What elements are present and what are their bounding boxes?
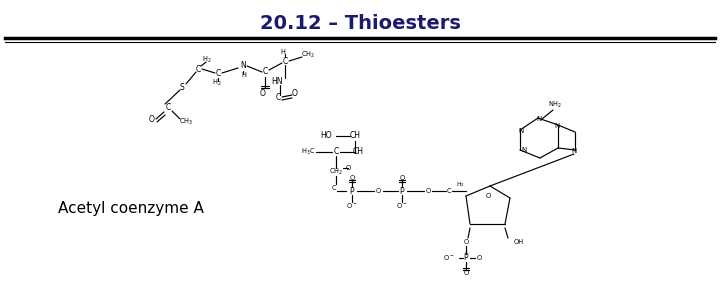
- Text: CH$_2$: CH$_2$: [329, 167, 343, 177]
- Text: CH: CH: [349, 132, 361, 141]
- Text: O: O: [400, 175, 405, 181]
- Text: H$_2$: H$_2$: [456, 181, 465, 190]
- Text: O: O: [464, 239, 469, 245]
- Text: O$^-$: O$^-$: [396, 202, 408, 211]
- Text: 20.12 – Thioesters: 20.12 – Thioesters: [260, 14, 460, 33]
- Text: P: P: [464, 253, 468, 262]
- Text: H$_2$: H$_2$: [212, 78, 222, 88]
- Text: CH: CH: [353, 147, 364, 156]
- Text: C: C: [282, 56, 287, 65]
- Text: O$^-$: O$^-$: [346, 202, 358, 211]
- Text: N: N: [521, 147, 526, 153]
- Text: C: C: [215, 69, 220, 79]
- Text: CH$_3$: CH$_3$: [179, 117, 193, 127]
- Text: C: C: [332, 185, 336, 191]
- Text: O$^-$: O$^-$: [444, 253, 455, 262]
- Text: O: O: [260, 88, 266, 98]
- Text: C: C: [275, 94, 281, 103]
- Text: H: H: [281, 49, 285, 55]
- Text: H$_2$: H$_2$: [202, 55, 212, 65]
- Text: H: H: [242, 72, 246, 78]
- Text: HO: HO: [320, 132, 332, 141]
- Text: N: N: [518, 128, 523, 134]
- Text: N: N: [240, 62, 246, 71]
- Text: N: N: [554, 123, 559, 129]
- Text: O: O: [477, 255, 482, 261]
- Text: O: O: [426, 188, 431, 194]
- Text: O: O: [349, 175, 355, 181]
- Text: N: N: [536, 116, 541, 122]
- Text: P: P: [350, 187, 354, 196]
- Text: S: S: [179, 82, 184, 92]
- Text: O: O: [149, 115, 155, 124]
- Text: C: C: [446, 188, 451, 194]
- Text: C: C: [333, 147, 338, 156]
- Text: C: C: [262, 67, 268, 77]
- Text: OH: OH: [514, 239, 524, 245]
- Text: NH$_2$: NH$_2$: [548, 100, 562, 110]
- Text: N: N: [572, 148, 577, 154]
- Text: O: O: [375, 188, 381, 194]
- Text: C: C: [166, 103, 171, 113]
- Text: H$_3$C: H$_3$C: [300, 147, 315, 157]
- Text: O: O: [464, 270, 469, 276]
- Text: O: O: [292, 90, 298, 98]
- Text: Acetyl coenzyme A: Acetyl coenzyme A: [58, 200, 204, 215]
- Text: CH$_2$: CH$_2$: [301, 50, 315, 60]
- Text: O: O: [485, 193, 490, 199]
- Text: P: P: [400, 187, 405, 196]
- Text: C: C: [195, 65, 201, 73]
- Text: HN: HN: [271, 77, 283, 86]
- Text: O: O: [346, 165, 351, 171]
